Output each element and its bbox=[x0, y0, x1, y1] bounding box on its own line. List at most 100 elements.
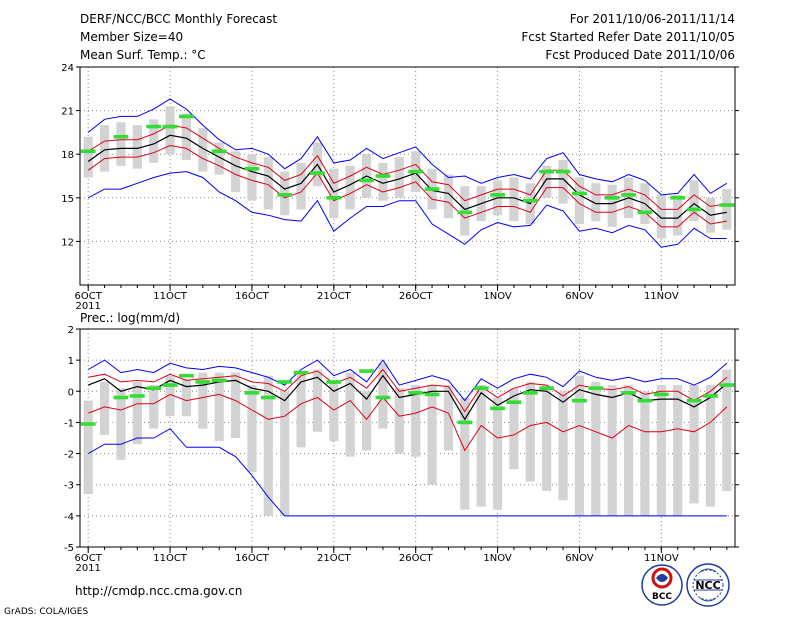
y-tick-label: -3 bbox=[64, 481, 74, 492]
y-tick-label: 21 bbox=[61, 107, 74, 118]
observation-marker bbox=[473, 386, 489, 390]
ensemble-spread-box bbox=[280, 391, 290, 516]
temperature-variable-label: Mean Surf. Temp.: °C bbox=[80, 48, 206, 62]
observation-marker bbox=[539, 386, 555, 390]
observation-marker bbox=[522, 198, 538, 203]
bcc-logo: BCC bbox=[641, 564, 683, 606]
ensemble-spread-box bbox=[558, 160, 568, 204]
inner-upper-bound-line bbox=[88, 368, 728, 413]
outer-lower-bound-line bbox=[87, 171, 727, 248]
ensemble-spread-box bbox=[689, 180, 699, 222]
fcst-started-date: Fcst Started Refer Date 2011/10/05 bbox=[521, 30, 735, 44]
x-tick-label: 1NOV bbox=[483, 553, 512, 564]
ensemble-spread-box bbox=[247, 154, 257, 201]
observation-marker bbox=[260, 395, 276, 400]
ensemble-spread-box bbox=[181, 378, 192, 417]
ensemble-spread-box bbox=[83, 136, 93, 178]
ensemble-spread-box bbox=[509, 177, 519, 222]
forecast-period: For 2011/10/06-2011/11/14 bbox=[570, 12, 735, 26]
fcst-produced-date: Fcst Produced Date 2011/10/06 bbox=[545, 48, 735, 62]
ensemble-spread-box bbox=[542, 165, 552, 198]
precipitation-variable-label: Prec.: log(mm/d) bbox=[80, 311, 180, 325]
inner-lower-bound-line bbox=[87, 144, 727, 228]
ensemble-spread-box bbox=[394, 388, 404, 454]
observation-marker bbox=[572, 398, 587, 403]
ensemble-spread-box bbox=[656, 194, 666, 239]
x-tick-label: 1NOV bbox=[483, 291, 512, 302]
y-tick-label: 15 bbox=[61, 194, 74, 205]
observation-marker bbox=[555, 169, 571, 174]
observation-marker bbox=[653, 392, 669, 397]
outer-lower-bound-line bbox=[87, 428, 727, 517]
ensemble-spread-box bbox=[411, 385, 421, 457]
y-tick-label: -1 bbox=[64, 418, 74, 429]
ensemble-spread-box bbox=[722, 369, 732, 491]
ensemble-spread-box bbox=[443, 385, 454, 451]
observation-marker bbox=[703, 394, 718, 398]
ensemble-spread-box bbox=[230, 151, 241, 192]
ensemble-spread-box bbox=[378, 162, 388, 201]
observation-marker bbox=[146, 124, 162, 129]
ensemble-spread-box bbox=[214, 142, 224, 175]
ensemble-spread-box bbox=[312, 369, 323, 432]
ensemble-spread-box bbox=[230, 372, 241, 438]
ensemble-spread-box bbox=[427, 385, 437, 485]
ensemble-spread-box bbox=[492, 397, 503, 510]
ensemble-spread-box bbox=[525, 381, 535, 482]
ensemble-spread-box bbox=[165, 106, 175, 155]
observation-marker bbox=[572, 191, 587, 196]
ensemble-spread-box bbox=[116, 388, 126, 460]
temperature-panel: 12 15 18 21 24 6OCT 11OCT 16OCT 21OCT 26OCT 1NOV 6N… bbox=[61, 63, 739, 312]
x-tick-label: 11NOV bbox=[644, 291, 679, 302]
ensemble-spread-box bbox=[656, 385, 666, 516]
observation-marker bbox=[490, 193, 505, 197]
ensemble-spread-box bbox=[574, 177, 585, 224]
observation-marker bbox=[359, 369, 374, 373]
observation-marker bbox=[424, 187, 440, 191]
observation-marker bbox=[588, 386, 604, 390]
ensemble-spread-box bbox=[460, 397, 470, 510]
plot-frame bbox=[79, 66, 736, 286]
observation-marker bbox=[457, 210, 473, 215]
ensemble-spread-box bbox=[116, 122, 126, 166]
observation-marker bbox=[277, 193, 293, 197]
ensemble-spread-box bbox=[640, 391, 650, 516]
observation-marker bbox=[80, 422, 96, 426]
ensemble-spread-box bbox=[132, 381, 142, 445]
observation-marker bbox=[375, 174, 391, 178]
observation-marker bbox=[179, 114, 194, 119]
observation-marker bbox=[244, 391, 260, 395]
x-tick-label: 16OCT bbox=[235, 553, 270, 564]
observation-marker bbox=[686, 207, 702, 212]
ensemble-spread-box bbox=[591, 183, 601, 222]
y-tick-label: 24 bbox=[61, 63, 74, 74]
ensemble-spread-box bbox=[149, 385, 159, 429]
ensemble-spread-box bbox=[247, 385, 257, 473]
observation-marker bbox=[686, 398, 702, 403]
ncc-logo: NCC bbox=[686, 563, 730, 607]
ensemble-spread-box bbox=[361, 391, 372, 451]
ensemble-spread-box bbox=[476, 385, 486, 507]
y-tick-label: 2 bbox=[68, 325, 74, 336]
observation-marker bbox=[670, 196, 686, 200]
inner-upper-bound-line bbox=[87, 124, 727, 210]
ensemble-spread-box bbox=[722, 189, 732, 230]
observation-marker bbox=[244, 166, 260, 171]
observation-marker bbox=[719, 383, 735, 387]
observation-marker bbox=[621, 193, 636, 197]
ensemble-spread-box bbox=[329, 168, 339, 219]
outer-upper-bound-line bbox=[87, 359, 728, 402]
observation-marker bbox=[604, 196, 620, 200]
observation-marker bbox=[326, 196, 342, 200]
plot-frame bbox=[79, 328, 736, 548]
ensemble-spread-box bbox=[591, 381, 601, 516]
ensemble-mean-line bbox=[87, 374, 728, 421]
observation-marker bbox=[277, 380, 293, 384]
ensemble-spread-box bbox=[607, 184, 617, 227]
observation-marker bbox=[375, 395, 391, 400]
observation-marker bbox=[408, 391, 424, 395]
observation-marker bbox=[359, 178, 374, 183]
inner-lower-bound-line bbox=[88, 393, 728, 452]
